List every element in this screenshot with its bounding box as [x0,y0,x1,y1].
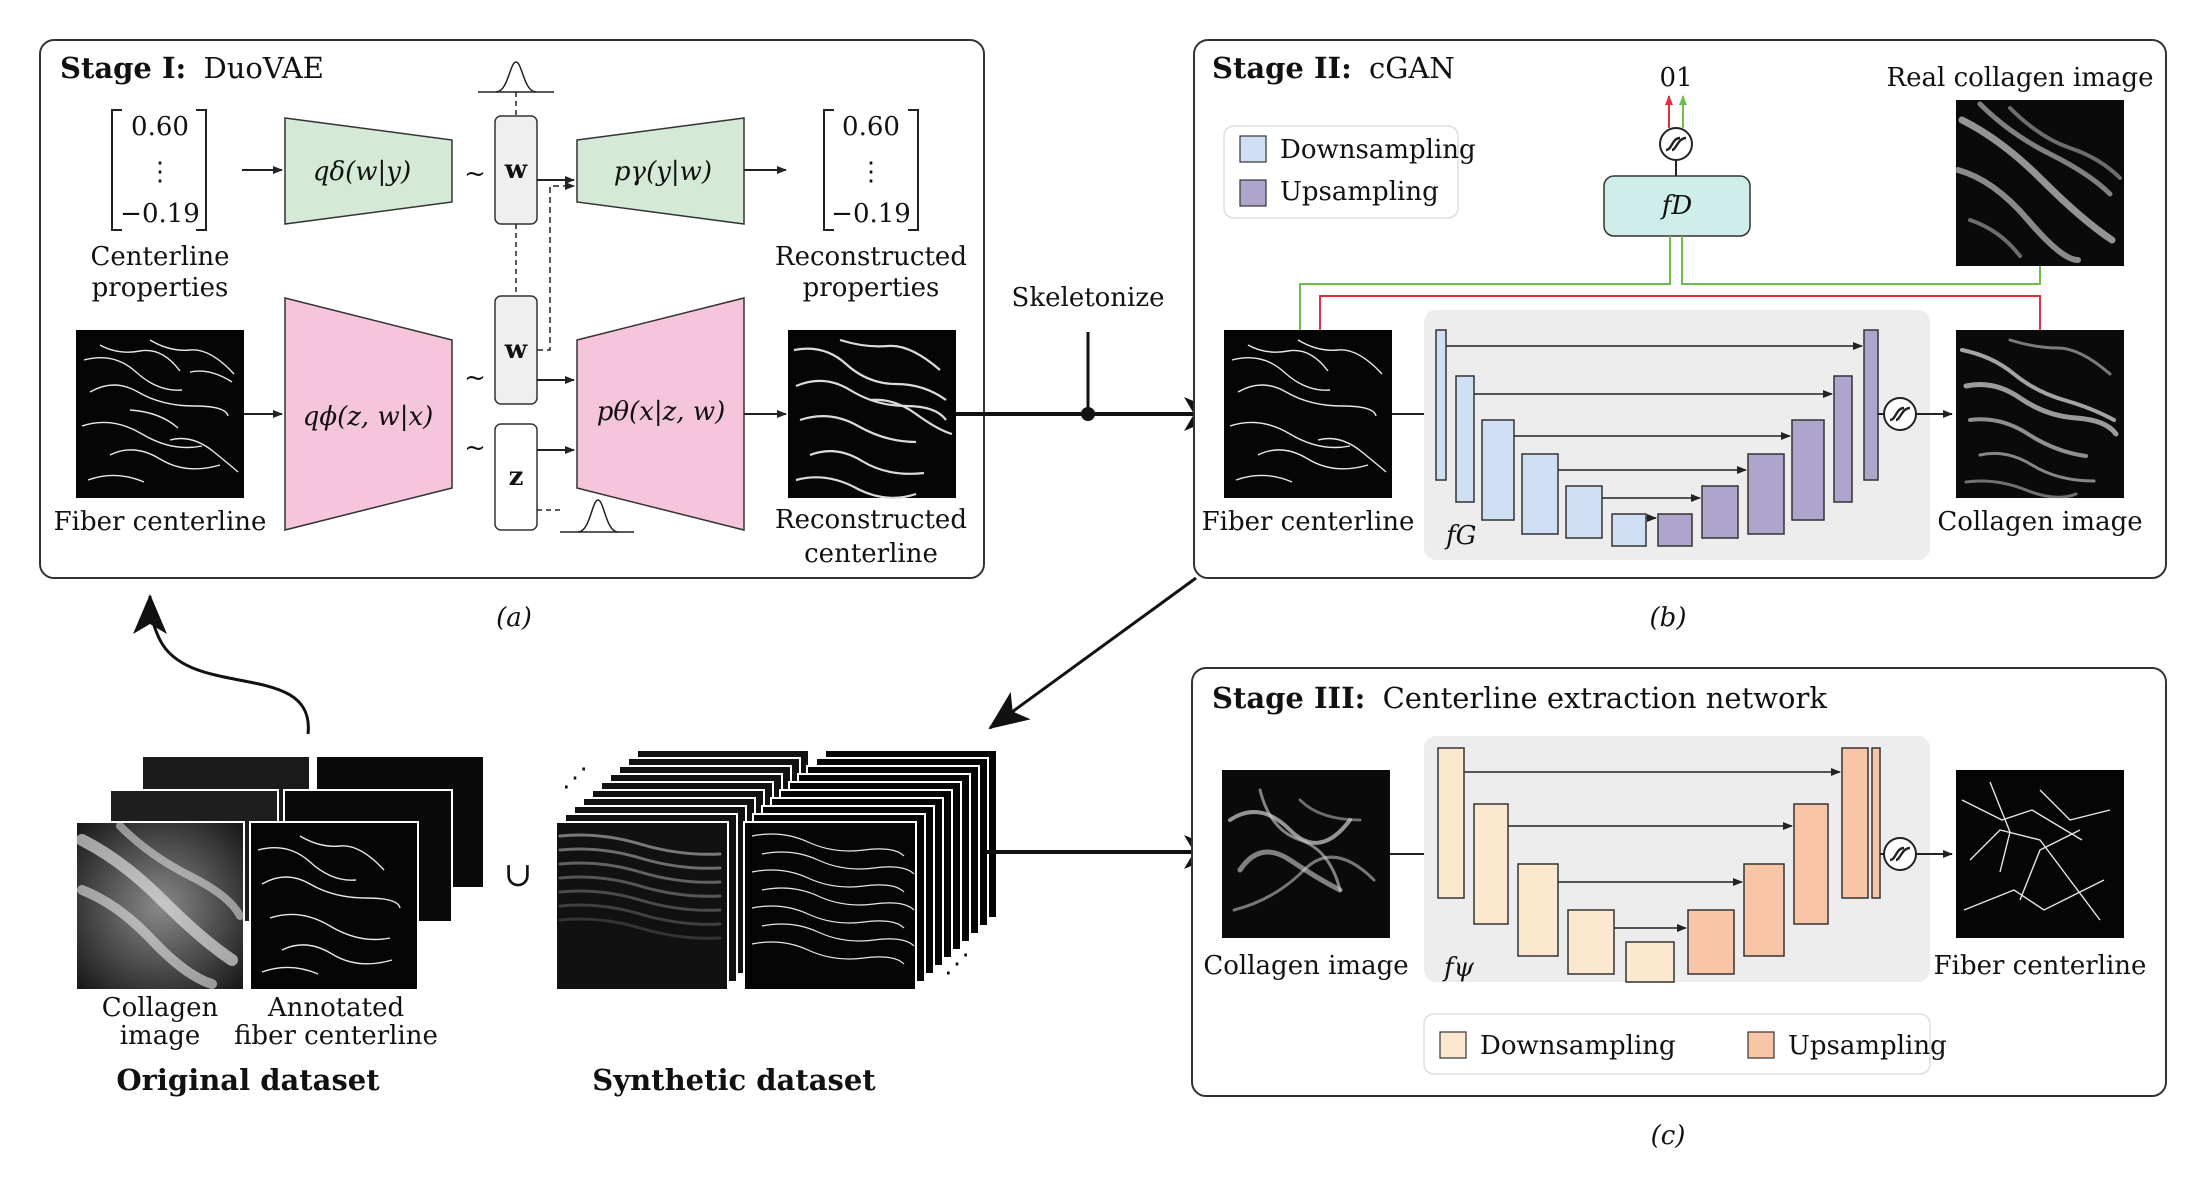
extraction-centerline-image [1956,770,2124,938]
stage2-legend-up: Upsampling [1280,177,1439,207]
generator-skip-connections [1444,342,1863,522]
generator-sigmoid-icon [1883,397,1917,431]
union-symbol: ∪ [504,855,533,895]
generator-label: fG [1444,521,1476,551]
decoder-y-block [576,117,745,225]
input-property-vector: 0.60 ⋮ −0.19 [111,109,207,231]
vector-out-top: 0.60 [842,112,900,142]
stage1-panel: Stage I: DuoVAE 0.60 ⋮ −0.19 Centerline … [39,39,985,579]
extraction-down-blocks [1437,747,1675,983]
latent-z-label: z [509,462,524,492]
original-annotated-label-1: Annotated [267,993,404,1023]
svg-text:Stage I: DuoVAE: Stage I: DuoVAE [60,51,324,85]
svg-text:Stage III: Centerline ex: Stage III: Centerline extraction network [1212,681,1827,715]
centerline-properties-label-1: Centerline [90,242,229,272]
tilde-z: ~ [464,433,486,463]
latent-z-box [494,423,538,531]
tilde-w-top: ~ [464,159,486,189]
fiber-centerline-input-image [76,330,244,498]
real-collagen-label: Real collagen image [1887,63,2154,93]
recon-centerline-label-2: centerline [804,539,938,569]
stage2-panel: Stage II: cGAN Downsampling Upsampling 0… [1193,39,2167,579]
stage3-title-bold: Stage III: [1212,681,1365,715]
svg-text:Stage II: cGAN: Stage II: cGAN [1212,51,1455,85]
synthetic-dataset-stack: ⋰⋰ [555,749,998,991]
latent-w-top-label: w [504,155,528,185]
original-collagen-label-2: image [120,1021,201,1051]
stage2-legend [1223,125,1459,219]
stage2-title-bold: Stage II: [1212,51,1352,85]
extraction-up-blocks [1687,747,1881,975]
cgan-fiber-centerline-label: Fiber centerline [1202,507,1415,537]
stage1-title: DuoVAE [203,51,323,85]
synthetic-stack-dots-top: ⋰ [562,763,588,793]
fiber-centerline-input-label: Fiber centerline [54,507,267,537]
latent-w-bottom-label: w [504,335,528,365]
real-collagen-image [1955,100,2124,266]
synthetic-stack-dots-bottom: ⋰ [944,949,970,979]
discriminator-block [1603,175,1751,237]
recon-properties-label-2: properties [803,273,940,303]
stage3-legend [1423,1013,1931,1075]
decoder-x-block [576,297,745,531]
original-to-stage1-arrow [133,594,310,735]
stage2-legend-down: Downsampling [1280,135,1476,165]
encoder-x-label: qϕ(z, w|x) [303,402,434,432]
output-property-vector: 0.60 ⋮ −0.19 [823,109,919,231]
original-collagen-label-1: Collagen [102,993,219,1023]
panel-label-b: (b) [1650,603,1687,633]
decoder-x-label: pθ(x|z, w) [597,397,726,427]
generated-collagen-label: Collagen image [1937,507,2142,537]
extraction-sigmoid-icon [1883,837,1917,871]
tilde-w-bottom: ~ [464,363,486,393]
encoder-y-label: qδ(w|y) [313,157,411,187]
latent-w-bottom [494,295,538,405]
stage3-panel: Stage III: Centerline extraction network… [1191,667,2167,1097]
recon-centerline-label-1: Reconstructed [775,505,967,535]
stage3-title: Centerline extraction network [1383,681,1828,715]
encoder-x-block [284,297,453,531]
original-dataset-title: Original dataset [116,1063,380,1097]
disc-sigmoid-icon [1659,127,1693,161]
disc-input-lines [1299,236,2041,332]
skeletonize-label: Skeletonize [1012,283,1165,313]
stage3-legend-up: Upsampling [1788,1031,1947,1061]
recon-properties-label-1: Reconstructed [775,242,967,272]
extraction-centerline-label: Fiber centerline [1934,951,2147,981]
decoder-y-label: pγ(y|w) [614,157,712,187]
discriminator-label: fD [1660,191,1693,221]
synthetic-collagen-texture [558,833,722,940]
encoder-y-block [284,117,453,225]
vector-in-bottom: −0.19 [120,199,200,229]
centerline-properties-label-2: properties [92,273,229,303]
vector-in-dots: ⋮ [147,157,173,187]
extraction-skip-connections [1462,768,1841,932]
generator-up-blocks [1657,329,1879,547]
vector-out-dots: ⋮ [858,157,884,187]
synthetic-collagen-layer [555,821,729,991]
synthetic-centerline-texture [751,833,915,965]
extraction-collagen-label: Collagen image [1203,951,1408,981]
original-annotated-label-2: fiber centerline [234,1021,438,1051]
stage1-title-bold: Stage I: [60,51,186,85]
synthetic-dataset-title: Synthetic dataset [592,1063,876,1097]
stage2-title: cGAN [1369,51,1455,85]
cgan-fiber-centerline-image [1224,330,1392,498]
extraction-net-label: fψ [1442,953,1475,983]
reconstructed-centerline-image [788,330,956,499]
extraction-collagen-image [1222,770,1390,938]
panel-label-c: (c) [1651,1121,1686,1151]
vector-out-bottom: −0.19 [831,199,911,229]
stage3-legend-down: Downsampling [1480,1031,1676,1061]
generated-collagen-image [1956,330,2124,499]
panel-label-a: (a) [496,603,532,633]
vector-in-top: 0.60 [131,112,189,142]
generator-down-blocks [1435,329,1647,547]
disc-output-01: 01 [1659,63,1692,93]
original-dataset-stack [75,755,485,991]
